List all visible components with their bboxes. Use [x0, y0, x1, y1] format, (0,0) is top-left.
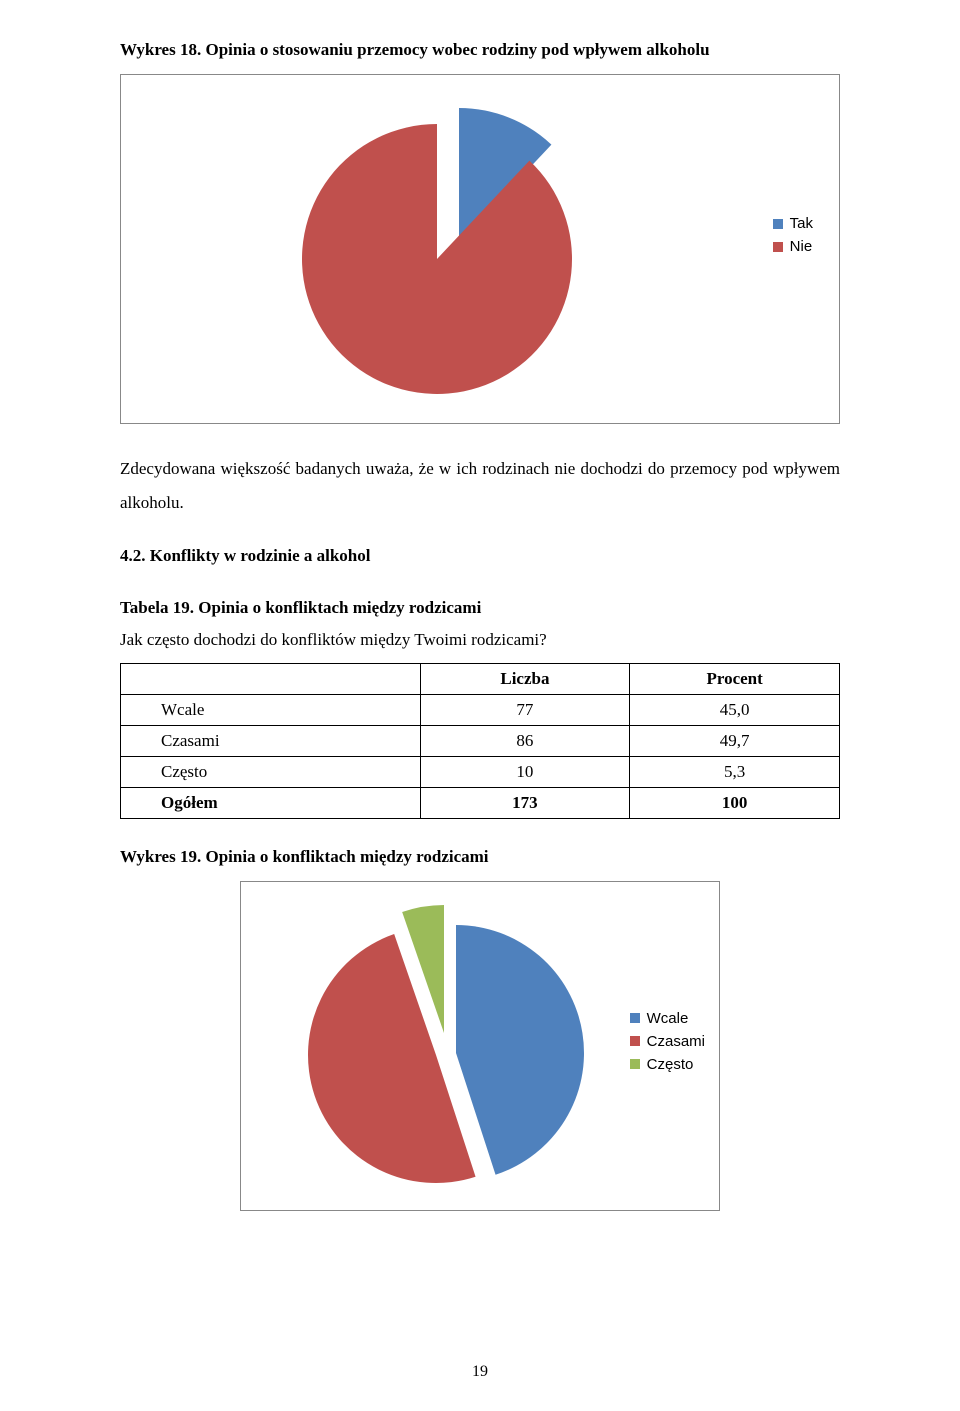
table-cell-label: Czasami [121, 725, 421, 756]
table-cell-pct: 45,0 [630, 694, 840, 725]
pie-slice [308, 934, 476, 1183]
table-cell-label: Często [121, 756, 421, 787]
section-heading: 4.2. Konflikty w rodzinie a alkohol [120, 546, 840, 566]
table-row: Często 10 5,3 [121, 756, 840, 787]
table-header-row: Liczba Procent [121, 663, 840, 694]
table-caption: Tabela 19. Opinia o konfliktach między r… [120, 592, 840, 657]
legend-swatch [630, 1036, 640, 1046]
legend-swatch [773, 242, 783, 252]
chart2-caption-prefix: Wykres 19. [120, 847, 205, 866]
legend-label: Tak [790, 215, 813, 232]
table-cell-pct: 5,3 [630, 756, 840, 787]
chart2-legend: Wcale Czasami Często [630, 1010, 705, 1079]
table-cell-count: 86 [420, 725, 630, 756]
pie-slice [456, 925, 584, 1175]
table-cell-label: Wcale [121, 694, 421, 725]
legend-item: Nie [773, 238, 813, 255]
chart1-caption: Wykres 18. Opinia o stosowaniu przemocy … [120, 40, 840, 60]
legend-item: Wcale [630, 1010, 705, 1027]
legend-label: Wcale [647, 1010, 689, 1027]
table-caption-sub: Jak często dochodzi do konfliktów między… [120, 630, 547, 649]
table-header-empty [121, 663, 421, 694]
table-row: Czasami 86 49,7 [121, 725, 840, 756]
table-cell-pct: 49,7 [630, 725, 840, 756]
legend-item: Czasami [630, 1033, 705, 1050]
page-number: 19 [0, 1363, 960, 1381]
legend-swatch [630, 1013, 640, 1023]
legend-item: Często [630, 1056, 705, 1073]
data-table: Liczba Procent Wcale 77 45,0 Czasami 86 … [120, 663, 840, 819]
table-header-procent: Procent [630, 663, 840, 694]
table-caption-bold: Opinia o konfliktach między rodzicami [198, 598, 481, 617]
chart2-caption: Wykres 19. Opinia o konfliktach między r… [120, 847, 840, 867]
table-cell-count: 10 [420, 756, 630, 787]
chart2-caption-text: Opinia o konfliktach między rodzicami [205, 847, 488, 866]
legend-label: Nie [790, 238, 813, 255]
chart2-frame: Wcale Czasami Często [240, 881, 720, 1211]
chart2-pie [301, 904, 591, 1194]
chart1-pie [291, 105, 591, 405]
chart1-legend: Tak Nie [773, 215, 813, 261]
paragraph-text: Zdecydowana większość badanych uważa, że… [120, 452, 840, 520]
pie-slice [302, 124, 572, 394]
table-total-count: 173 [420, 787, 630, 818]
legend-swatch [773, 219, 783, 229]
table-total-pct: 100 [630, 787, 840, 818]
legend-swatch [630, 1059, 640, 1069]
table-cell-count: 77 [420, 694, 630, 725]
chart1-frame: Tak Nie [120, 74, 840, 424]
legend-label: Często [647, 1056, 694, 1073]
chart1-caption-text: Opinia o stosowaniu przemocy wobec rodzi… [205, 40, 709, 59]
table-row: Wcale 77 45,0 [121, 694, 840, 725]
table-header-liczba: Liczba [420, 663, 630, 694]
legend-label: Czasami [647, 1033, 705, 1050]
table-total-label: Ogółem [121, 787, 421, 818]
chart1-caption-prefix: Wykres 18. [120, 40, 205, 59]
table-total-row: Ogółem 173 100 [121, 787, 840, 818]
legend-item: Tak [773, 215, 813, 232]
table-caption-prefix: Tabela 19. [120, 598, 198, 617]
